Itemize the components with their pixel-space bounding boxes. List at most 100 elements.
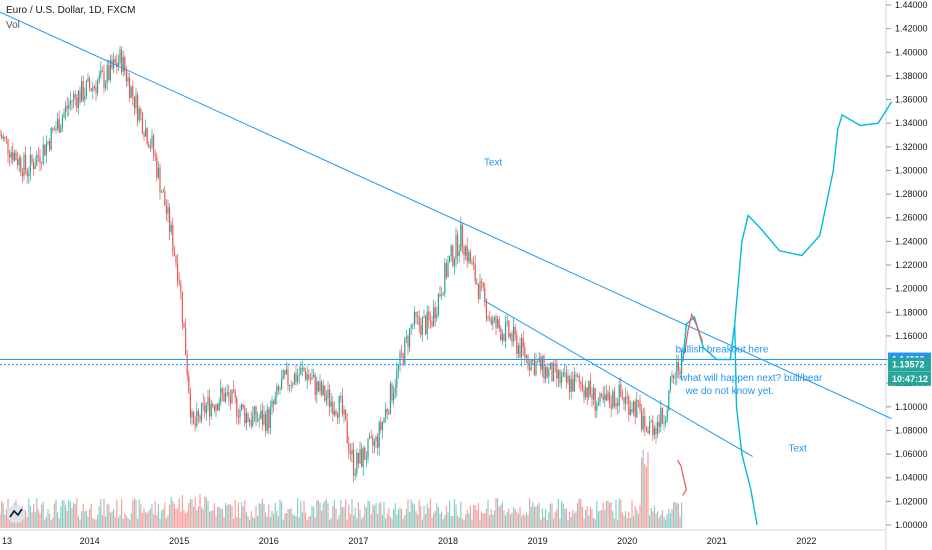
candle-body	[146, 128, 148, 145]
volume-bar	[567, 519, 569, 528]
time-axis[interactable]: 13 2014 2015 2016 2017 2018 2019 2020 2021 2022	[2, 536, 816, 546]
candle-body	[164, 191, 166, 206]
text-annotation[interactable]: we do not know yet.	[684, 386, 773, 397]
red-drawing[interactable]	[683, 312, 704, 354]
candle-body	[663, 423, 665, 424]
candle-body	[636, 400, 638, 418]
candle-body	[130, 86, 132, 98]
candle-body	[308, 374, 310, 380]
candle-body	[25, 154, 27, 171]
freehand-drawings[interactable]	[676, 101, 893, 526]
text-annotation[interactable]: what will happen next? bull/bear	[679, 373, 823, 384]
candle-body	[199, 415, 201, 421]
candle-body	[465, 246, 467, 256]
candle-body	[247, 413, 249, 422]
text-annotation[interactable]: bullish breakout here	[676, 344, 769, 355]
volume-bar	[79, 519, 81, 528]
bearish-projection-drawing[interactable]	[734, 324, 758, 526]
volume-bar	[492, 514, 494, 528]
volume-bar	[345, 499, 347, 528]
candle-body	[541, 355, 543, 370]
volume-bar	[233, 518, 235, 528]
volume-bar	[543, 516, 545, 528]
volume-bar	[415, 510, 417, 528]
candle-body	[388, 412, 390, 414]
candle-body	[575, 374, 577, 377]
candle-body	[225, 392, 227, 402]
candle-body	[343, 409, 345, 415]
volume-bar	[93, 519, 95, 528]
volume-bar	[641, 457, 643, 528]
candle-body	[47, 141, 49, 144]
symbol-title[interactable]: Euro / U.S. Dollar, 1D, FXCM	[6, 5, 136, 16]
volume-label[interactable]: Vol	[6, 20, 20, 31]
text-annotation[interactable]: Text	[484, 158, 503, 169]
candle-body	[468, 252, 470, 262]
volume-bar	[453, 498, 455, 528]
candle-body	[119, 49, 121, 63]
candle-body	[581, 383, 583, 391]
tradingview-logo-icon[interactable]	[7, 505, 25, 523]
volume-bar	[108, 504, 110, 528]
candle-body	[524, 347, 526, 358]
y-tick-label: 1.24000	[895, 236, 928, 246]
trendline[interactable]	[483, 300, 753, 457]
price-axis[interactable]: 1.44000 1.42000 1.40000 1.38000 1.36000 1.340…	[886, 0, 928, 530]
candle-body	[129, 77, 131, 98]
candle-body	[143, 133, 145, 137]
candle-body	[271, 400, 273, 408]
x-tick-label: 2016	[259, 536, 279, 546]
volume-bar	[333, 500, 335, 528]
candle-body	[495, 317, 497, 328]
volume-bar	[421, 519, 423, 528]
volume-bar	[116, 499, 118, 528]
candle-body	[52, 128, 54, 130]
trendlines[interactable]	[0, 11, 892, 457]
candle-body	[521, 338, 523, 358]
volume-bar	[386, 513, 388, 528]
volume-bar	[647, 451, 649, 528]
volume-bar	[631, 500, 633, 528]
candle-body	[236, 397, 238, 417]
candle-body	[50, 128, 52, 150]
volume-bar	[167, 514, 169, 528]
red-drawing-low[interactable]	[676, 459, 687, 496]
volume-bar	[153, 514, 155, 528]
bullish-projection-drawing[interactable]	[682, 101, 893, 362]
candle-body	[599, 393, 601, 403]
candle-body	[626, 396, 628, 398]
trendline[interactable]	[0, 11, 892, 420]
candle-body	[437, 294, 439, 315]
candle-body	[405, 336, 407, 339]
candle-body	[172, 225, 174, 252]
candle-body	[97, 81, 99, 94]
volume-bar	[52, 517, 54, 528]
volume-bar	[98, 506, 100, 528]
volume-bar	[383, 501, 385, 528]
text-annotation[interactable]: Text	[788, 444, 807, 455]
volume-bar	[2, 502, 4, 528]
volume-bar	[148, 510, 150, 528]
volume-bar	[172, 501, 174, 528]
candle-body	[205, 405, 207, 414]
candle-body	[423, 316, 425, 318]
volume-bar	[210, 510, 212, 528]
horizontal-lines[interactable]	[0, 359, 886, 366]
volume-bar	[39, 514, 41, 528]
y-tick-label: 1.04000	[895, 473, 928, 483]
candle-body	[161, 192, 163, 194]
candle-body	[674, 377, 676, 379]
volume-bar	[140, 504, 142, 528]
candle-body	[189, 392, 191, 418]
annotations[interactable]: Text bullish breakout here what will happe…	[484, 158, 823, 455]
candle-body	[588, 380, 590, 398]
volume-bar	[581, 506, 583, 528]
volume-bar	[28, 498, 30, 528]
candle-body	[466, 246, 468, 262]
volume-bar	[95, 519, 97, 528]
candle-body	[604, 394, 606, 401]
candle-body	[109, 60, 111, 81]
candle-body	[298, 374, 300, 376]
volume-bar	[1, 500, 3, 528]
